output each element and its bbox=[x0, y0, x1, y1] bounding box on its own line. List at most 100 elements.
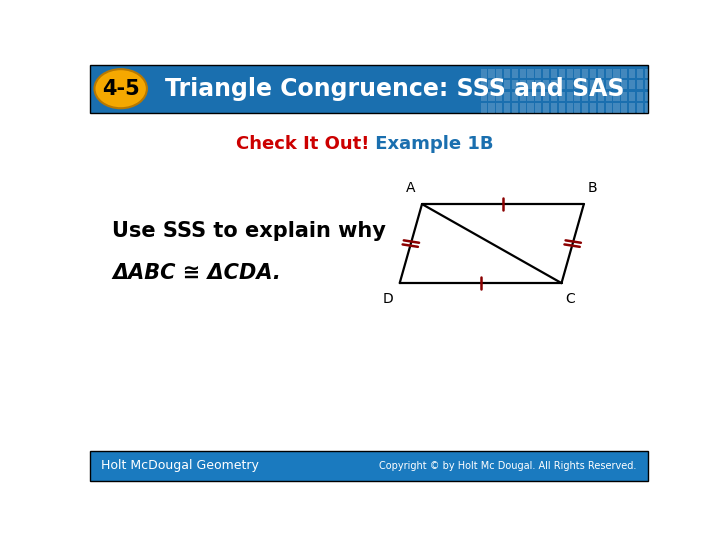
Circle shape bbox=[94, 69, 147, 108]
Bar bbox=[606, 104, 612, 113]
Bar bbox=[606, 92, 612, 101]
Bar bbox=[613, 80, 619, 89]
Bar bbox=[613, 92, 619, 101]
Bar bbox=[621, 69, 627, 78]
Bar bbox=[606, 80, 612, 89]
Bar bbox=[567, 104, 572, 113]
Bar bbox=[496, 80, 503, 89]
Bar bbox=[575, 69, 580, 78]
Bar bbox=[575, 80, 580, 89]
Bar bbox=[481, 92, 487, 101]
Bar bbox=[528, 69, 534, 78]
Bar bbox=[637, 69, 643, 78]
Bar bbox=[567, 69, 572, 78]
Bar bbox=[496, 69, 503, 78]
Bar bbox=[629, 104, 635, 113]
Bar bbox=[637, 80, 643, 89]
Text: ΔABC ≅ ΔCDA.: ΔABC ≅ ΔCDA. bbox=[112, 262, 281, 283]
Bar bbox=[621, 80, 627, 89]
Bar bbox=[535, 92, 541, 101]
Bar bbox=[637, 104, 643, 113]
Bar bbox=[582, 80, 588, 89]
Bar bbox=[488, 92, 495, 101]
Bar bbox=[528, 104, 534, 113]
Bar bbox=[551, 104, 557, 113]
Bar bbox=[629, 69, 635, 78]
Bar bbox=[598, 80, 604, 89]
Text: 4-5: 4-5 bbox=[102, 79, 140, 99]
Bar bbox=[543, 104, 549, 113]
Bar bbox=[520, 80, 526, 89]
Bar bbox=[488, 80, 495, 89]
Bar bbox=[496, 104, 503, 113]
Text: D: D bbox=[383, 292, 394, 306]
Bar bbox=[567, 92, 572, 101]
Bar bbox=[629, 80, 635, 89]
Text: C: C bbox=[565, 292, 575, 306]
Bar bbox=[528, 80, 534, 89]
Bar bbox=[512, 80, 518, 89]
Bar bbox=[637, 92, 643, 101]
Bar bbox=[590, 80, 596, 89]
Text: Holt McDougal Geometry: Holt McDougal Geometry bbox=[101, 459, 259, 472]
Text: Copyright © by Holt Mc Dougal. All Rights Reserved.: Copyright © by Holt Mc Dougal. All Right… bbox=[379, 461, 637, 471]
Bar bbox=[551, 92, 557, 101]
Bar bbox=[559, 92, 565, 101]
Bar bbox=[629, 92, 635, 101]
Bar bbox=[535, 104, 541, 113]
Bar bbox=[590, 69, 596, 78]
Bar bbox=[504, 69, 510, 78]
Bar bbox=[621, 104, 627, 113]
Bar bbox=[551, 80, 557, 89]
Bar bbox=[520, 69, 526, 78]
Bar bbox=[613, 69, 619, 78]
Bar bbox=[551, 69, 557, 78]
Bar bbox=[582, 69, 588, 78]
Text: Example 1B: Example 1B bbox=[369, 135, 493, 153]
Bar bbox=[644, 104, 651, 113]
Bar bbox=[504, 80, 510, 89]
Bar bbox=[520, 92, 526, 101]
FancyBboxPatch shape bbox=[90, 65, 648, 113]
Bar bbox=[481, 69, 487, 78]
Text: Triangle Congruence: SSS and SAS: Triangle Congruence: SSS and SAS bbox=[166, 77, 625, 100]
Bar bbox=[621, 92, 627, 101]
Bar bbox=[512, 69, 518, 78]
Bar bbox=[606, 69, 612, 78]
Bar bbox=[543, 92, 549, 101]
Bar bbox=[504, 92, 510, 101]
Bar bbox=[598, 104, 604, 113]
Bar bbox=[582, 104, 588, 113]
Bar bbox=[590, 104, 596, 113]
Bar bbox=[598, 69, 604, 78]
FancyBboxPatch shape bbox=[90, 451, 648, 481]
Bar bbox=[644, 80, 651, 89]
Bar bbox=[613, 104, 619, 113]
Bar bbox=[481, 80, 487, 89]
Bar bbox=[559, 104, 565, 113]
Bar bbox=[543, 69, 549, 78]
Bar bbox=[575, 92, 580, 101]
Bar bbox=[535, 69, 541, 78]
Text: Use SSS to explain why: Use SSS to explain why bbox=[112, 221, 386, 241]
Bar bbox=[644, 92, 651, 101]
Bar bbox=[496, 92, 503, 101]
Bar bbox=[559, 69, 565, 78]
Bar bbox=[504, 104, 510, 113]
Bar bbox=[488, 69, 495, 78]
Bar bbox=[535, 80, 541, 89]
Bar bbox=[543, 80, 549, 89]
Bar bbox=[575, 104, 580, 113]
Bar bbox=[528, 92, 534, 101]
Text: A: A bbox=[406, 181, 416, 195]
Bar bbox=[567, 80, 572, 89]
Bar bbox=[590, 92, 596, 101]
Bar bbox=[598, 92, 604, 101]
Bar bbox=[520, 104, 526, 113]
Bar bbox=[582, 92, 588, 101]
Bar bbox=[481, 104, 487, 113]
Bar bbox=[644, 69, 651, 78]
Bar bbox=[512, 92, 518, 101]
Text: B: B bbox=[588, 181, 597, 195]
Text: Check It Out!: Check It Out! bbox=[235, 135, 369, 153]
